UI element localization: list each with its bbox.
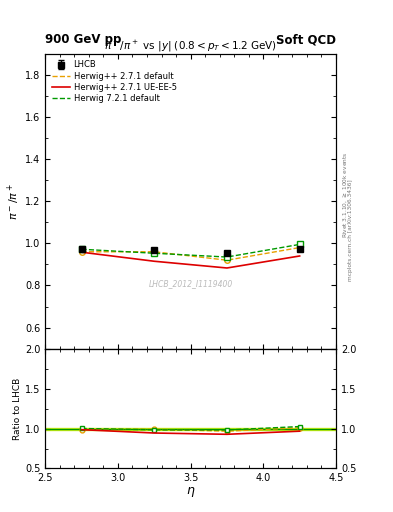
Y-axis label: Ratio to LHCB: Ratio to LHCB <box>13 377 22 440</box>
Herwig 7.2.1 default <box>79 246 84 252</box>
Text: Rivet 3.1.10, $\geq$ 100k events: Rivet 3.1.10, $\geq$ 100k events <box>341 152 349 238</box>
Line: Herwig 7.2.1 default: Herwig 7.2.1 default <box>82 244 299 257</box>
Line: Herwig++ 2.7.1 UE-EE-5: Herwig++ 2.7.1 UE-EE-5 <box>82 252 299 268</box>
Line: Herwig++ 2.7.1 default: Herwig++ 2.7.1 default <box>82 248 299 260</box>
X-axis label: $\eta$: $\eta$ <box>186 485 195 499</box>
Herwig++ 2.7.1 default <box>225 257 230 263</box>
Bar <box>45 428 336 430</box>
Herwig 7.2.1 default <box>297 241 302 247</box>
Legend: LHCB, Herwig++ 2.7.1 default, Herwig++ 2.7.1 UE-EE-5, Herwig 7.2.1 default: LHCB, Herwig++ 2.7.1 default, Herwig++ 2… <box>50 58 179 105</box>
Herwig++ 2.7.1 default <box>297 245 302 251</box>
Herwig 7.2.1 default <box>152 250 156 257</box>
Text: Soft QCD: Soft QCD <box>276 33 336 46</box>
Title: $\pi^-/\pi^+$ vs $|y|$ $(0.8 < p_T < 1.2$ GeV$)$: $\pi^-/\pi^+$ vs $|y|$ $(0.8 < p_T < 1.2… <box>104 39 277 54</box>
Herwig++ 2.7.1 default <box>79 249 84 255</box>
Herwig++ 2.7.1 UE-EE-5 <box>79 249 84 255</box>
Text: mcplots.cern.ch [arXiv:1306.3436]: mcplots.cern.ch [arXiv:1306.3436] <box>348 180 353 281</box>
Herwig++ 2.7.1 UE-EE-5 <box>152 258 156 264</box>
Y-axis label: $\pi^-/\pi^+$: $\pi^-/\pi^+$ <box>6 183 22 220</box>
Herwig++ 2.7.1 default <box>152 249 156 255</box>
Text: 900 GeV pp: 900 GeV pp <box>45 33 121 46</box>
Herwig++ 2.7.1 UE-EE-5 <box>225 265 230 271</box>
Text: LHCB_2012_I1119400: LHCB_2012_I1119400 <box>149 279 233 288</box>
Herwig 7.2.1 default <box>225 254 230 260</box>
Herwig++ 2.7.1 UE-EE-5 <box>297 253 302 259</box>
